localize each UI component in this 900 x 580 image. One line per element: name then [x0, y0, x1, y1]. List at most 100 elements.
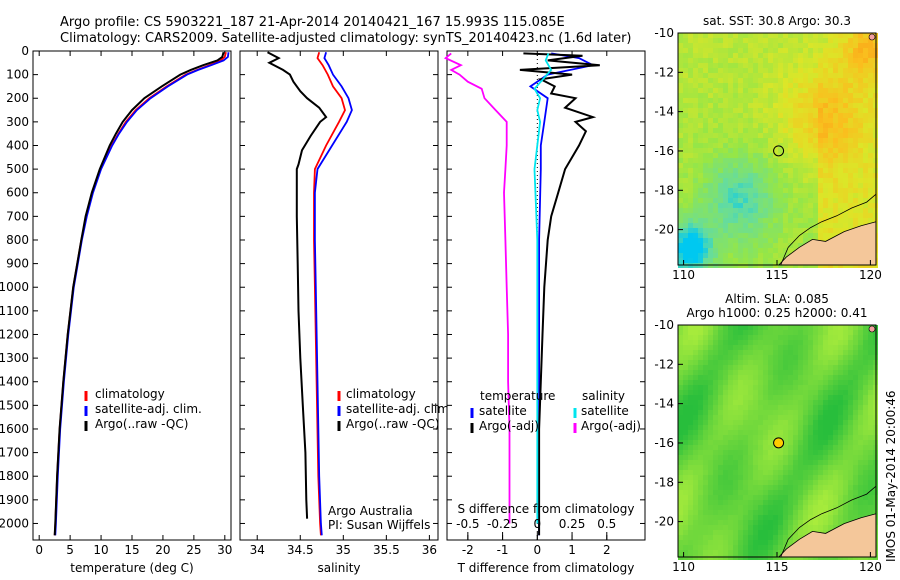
sst-cell — [733, 248, 738, 253]
sst-cell — [728, 43, 733, 48]
sla-cell — [758, 480, 763, 485]
sst-cell — [848, 48, 853, 53]
sla-cell — [758, 325, 763, 330]
sst-cell — [683, 228, 688, 233]
sst-cell — [728, 148, 733, 153]
sla-cell — [698, 505, 703, 510]
sst-cell — [753, 243, 758, 248]
sst-cell — [863, 128, 868, 133]
sla-cell — [793, 440, 798, 445]
sst-cell — [783, 133, 788, 138]
sla-cell — [843, 380, 848, 385]
sla-cell — [678, 325, 683, 330]
sst-cell — [828, 193, 833, 198]
sla-cell — [683, 530, 688, 535]
sla-cell — [783, 470, 788, 475]
sla-cell — [858, 405, 863, 410]
x-tick-label: 2 — [603, 543, 611, 557]
sla-cell — [678, 370, 683, 375]
sla-cell — [773, 370, 778, 375]
sla-cell — [738, 335, 743, 340]
sla-cell — [753, 470, 758, 475]
sst-cell — [853, 163, 858, 168]
sst-cell — [733, 98, 738, 103]
sst-cell — [733, 118, 738, 123]
sst-cell — [753, 153, 758, 158]
sst-cell — [848, 138, 853, 143]
sst-cell — [868, 88, 873, 93]
sst-cell — [733, 253, 738, 258]
sst-cell — [763, 223, 768, 228]
sst-cell — [793, 238, 798, 243]
sla-cell — [833, 475, 838, 480]
sst-cell — [828, 43, 833, 48]
sla-cell — [818, 385, 823, 390]
sst-cell — [828, 178, 833, 183]
sst-cell — [768, 138, 773, 143]
sst-cell — [783, 48, 788, 53]
sst-cell — [818, 183, 823, 188]
sla-cell — [793, 505, 798, 510]
sla-cell — [683, 450, 688, 455]
sst-cell — [808, 168, 813, 173]
sst-cell — [818, 203, 823, 208]
sst-cell — [848, 38, 853, 43]
sst-cell — [808, 223, 813, 228]
sla-cell — [733, 330, 738, 335]
sla-cell — [848, 375, 853, 380]
sst-cell — [738, 153, 743, 158]
sst-cell — [788, 138, 793, 143]
sst-cell — [723, 78, 728, 83]
sla-cell — [813, 495, 818, 500]
sst-cell — [793, 118, 798, 123]
sst-cell — [698, 243, 703, 248]
sla-cell — [783, 440, 788, 445]
sst-cell — [683, 78, 688, 83]
sst-cell — [678, 143, 683, 148]
sla-cell — [838, 345, 843, 350]
sla-cell — [678, 515, 683, 520]
sst-cell — [818, 143, 823, 148]
sst-cell — [693, 68, 698, 73]
sla-cell — [703, 540, 708, 545]
sla-cell — [813, 410, 818, 415]
y-tick-label: 900 — [6, 257, 29, 271]
sla-cell — [703, 490, 708, 495]
sst-cell — [763, 68, 768, 73]
sla-cell — [688, 445, 693, 450]
sla-cell — [838, 355, 843, 360]
sst-cell — [763, 243, 768, 248]
sst-cell — [693, 38, 698, 43]
sst-cell — [688, 143, 693, 148]
sst-cell — [858, 33, 863, 38]
sst-cell — [763, 33, 768, 38]
sst-cell — [708, 158, 713, 163]
plot-frame — [32, 50, 232, 541]
sst-cell — [743, 43, 748, 48]
sst-cell — [753, 253, 758, 258]
sla-cell — [733, 450, 738, 455]
sst-cell — [833, 148, 838, 153]
sst-cell — [803, 88, 808, 93]
sla-cell — [743, 440, 748, 445]
sla-cell — [733, 440, 738, 445]
sst-cell — [718, 243, 723, 248]
sla-cell — [863, 405, 868, 410]
sst-cell — [868, 173, 873, 178]
sst-cell — [818, 153, 823, 158]
sst-cell — [693, 58, 698, 63]
sla-cell — [743, 390, 748, 395]
sla-cell — [693, 350, 698, 355]
sst-cell — [793, 83, 798, 88]
sla-cell — [693, 420, 698, 425]
sst-cell — [803, 168, 808, 173]
sst-cell — [748, 38, 753, 43]
sla-cell — [808, 485, 813, 490]
sla-cell — [818, 350, 823, 355]
sst-cell — [783, 103, 788, 108]
sst-cell — [763, 168, 768, 173]
sla-cell — [868, 395, 873, 400]
sla-cell — [858, 450, 863, 455]
sla-cell — [823, 515, 828, 520]
sla-cell — [768, 420, 773, 425]
